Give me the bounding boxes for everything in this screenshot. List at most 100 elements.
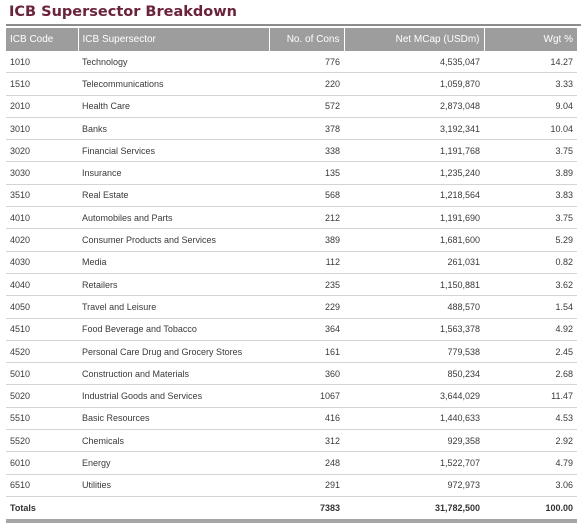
cell-net-mcap: 3,192,341 <box>344 117 484 141</box>
cell-net-mcap: 1,191,768 <box>344 139 484 163</box>
cell-icb-code: 3510 <box>6 184 78 208</box>
table-row: 4050 Travel and Leisure 229 488,570 1.54 <box>6 295 577 319</box>
cell-icb-code: 4010 <box>6 206 78 230</box>
cell-no-of-cons: 389 <box>269 228 344 252</box>
cell-icb-code: 5010 <box>6 362 78 386</box>
table-row: 5520 Chemicals 312 929,358 2.92 <box>6 429 577 453</box>
cell-icb-code: 4040 <box>6 273 78 297</box>
header-row: ICB Code ICB Supersector No. of Cons Net… <box>6 28 577 51</box>
table-row: 3010 Banks 378 3,192,341 10.04 <box>6 117 577 141</box>
cell-supersector-name: Financial Services <box>78 139 269 163</box>
cell-no-of-cons: 1067 <box>269 384 344 408</box>
cell-net-mcap: 1,522,707 <box>344 451 484 475</box>
totals-label: Totals <box>6 495 78 523</box>
cell-icb-code: 4030 <box>6 251 78 274</box>
cell-weight: 4.79 <box>484 451 577 475</box>
cell-icb-code: 1510 <box>6 72 78 96</box>
cell-supersector-name: Automobiles and Parts <box>78 206 269 230</box>
table-row: 5020 Industrial Goods and Services 1067 3,6… <box>6 384 577 408</box>
cell-icb-code: 4050 <box>6 295 78 319</box>
cell-weight: 2.92 <box>484 429 577 453</box>
header-weight: Wgt % <box>484 28 577 51</box>
totals-mcap: 31,782,500 <box>344 495 484 523</box>
cell-supersector-name: Industrial Goods and Services <box>78 384 269 408</box>
header-no-of-cons: No. of Cons <box>269 28 345 51</box>
cell-icb-code: 3020 <box>6 139 78 163</box>
supersector-table: ICB Code ICB Supersector No. of Cons Net… <box>6 28 577 523</box>
cell-net-mcap: 1,235,240 <box>344 161 484 185</box>
table-row: 4030 Media 112 261,031 0.82 <box>6 251 577 274</box>
cell-weight: 3.75 <box>484 206 577 230</box>
cell-icb-code: 5510 <box>6 407 78 431</box>
cell-weight: 3.62 <box>484 273 577 297</box>
cell-weight: 3.83 <box>484 184 577 208</box>
cell-weight: 10.04 <box>484 117 577 141</box>
table-row: 3510 Real Estate 568 1,218,564 3.83 <box>6 184 577 208</box>
totals-weight: 100.00 <box>484 495 577 523</box>
title-divider <box>6 24 581 26</box>
cell-no-of-cons: 135 <box>269 161 344 185</box>
cell-supersector-name: Basic Resources <box>78 407 269 431</box>
cell-no-of-cons: 568 <box>269 184 344 208</box>
cell-net-mcap: 779,538 <box>344 340 484 364</box>
table-row: 3030 Insurance 135 1,235,240 3.89 <box>6 161 577 185</box>
header-icb-code: ICB Code <box>6 28 79 51</box>
cell-no-of-cons: 572 <box>269 95 344 118</box>
cell-supersector-name: Utilities <box>78 474 269 497</box>
totals-cons: 7383 <box>269 495 344 523</box>
cell-net-mcap: 1,681,600 <box>344 228 484 252</box>
cell-supersector-name: Energy <box>78 451 269 475</box>
cell-net-mcap: 4,535,047 <box>344 51 484 74</box>
cell-supersector-name: Real Estate <box>78 184 269 208</box>
cell-supersector-name: Personal Care Drug and Grocery Stores <box>78 340 269 364</box>
cell-supersector-name: Insurance <box>78 161 269 185</box>
cell-supersector-name: Retailers <box>78 273 269 297</box>
table-header: ICB Code ICB Supersector No. of Cons Net… <box>6 28 577 51</box>
cell-supersector-name: Travel and Leisure <box>78 295 269 319</box>
cell-no-of-cons: 776 <box>269 51 344 74</box>
table-row: 4020 Consumer Products and Services 389 1,6… <box>6 228 577 252</box>
cell-supersector-name: Banks <box>78 117 269 141</box>
cell-supersector-name: Technology <box>78 51 269 74</box>
cell-no-of-cons: 229 <box>269 295 344 319</box>
cell-net-mcap: 1,218,564 <box>344 184 484 208</box>
cell-no-of-cons: 212 <box>269 206 344 230</box>
header-icb-supersector: ICB Supersector <box>78 28 270 51</box>
cell-supersector-name: Chemicals <box>78 429 269 453</box>
cell-no-of-cons: 235 <box>269 273 344 297</box>
cell-no-of-cons: 161 <box>269 340 344 364</box>
cell-weight: 0.82 <box>484 251 577 274</box>
cell-net-mcap: 929,358 <box>344 429 484 453</box>
cell-no-of-cons: 220 <box>269 72 344 96</box>
table-row: 4520 Personal Care Drug and Grocery Store… <box>6 340 577 364</box>
cell-no-of-cons: 312 <box>269 429 344 453</box>
cell-net-mcap: 972,973 <box>344 474 484 497</box>
cell-supersector-name: Consumer Products and Services <box>78 228 269 252</box>
table-row: 3020 Financial Services 338 1,191,768 3.75 <box>6 139 577 163</box>
table-row: 6010 Energy 248 1,522,707 4.79 <box>6 451 577 475</box>
cell-net-mcap: 850,234 <box>344 362 484 386</box>
cell-weight: 3.06 <box>484 474 577 497</box>
table-row: 4040 Retailers 235 1,150,881 3.62 <box>6 273 577 297</box>
totals-row: Totals 7383 31,782,500 100.00 <box>6 495 577 523</box>
cell-icb-code: 6510 <box>6 474 78 497</box>
cell-no-of-cons: 378 <box>269 117 344 141</box>
cell-net-mcap: 1,440,633 <box>344 407 484 431</box>
cell-net-mcap: 261,031 <box>344 251 484 274</box>
cell-supersector-name: Construction and Materials <box>78 362 269 386</box>
cell-net-mcap: 1,059,870 <box>344 72 484 96</box>
cell-weight: 3.75 <box>484 139 577 163</box>
cell-weight: 2.68 <box>484 362 577 386</box>
cell-weight: 2.45 <box>484 340 577 364</box>
table-row: 1010 Technology 776 4,535,047 14.27 <box>6 51 577 74</box>
cell-icb-code: 4510 <box>6 318 78 341</box>
cell-weight: 1.54 <box>484 295 577 319</box>
cell-net-mcap: 1,191,690 <box>344 206 484 230</box>
cell-weight: 3.89 <box>484 161 577 185</box>
totals-spacer <box>78 495 269 523</box>
cell-no-of-cons: 291 <box>269 474 344 497</box>
cell-weight: 11.47 <box>484 384 577 408</box>
cell-no-of-cons: 338 <box>269 139 344 163</box>
cell-net-mcap: 1,563,378 <box>344 318 484 341</box>
